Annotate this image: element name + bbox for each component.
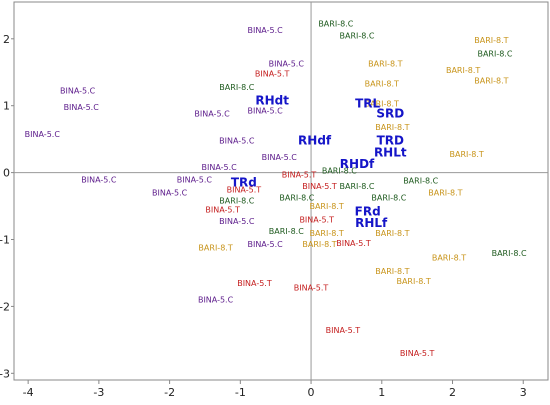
sample-label-bari-t: BARI-8.T [428,189,462,198]
sample-label-bari-c: BARI-8.C [477,50,512,59]
sample-label-bina-t: BINA-5.T [237,279,272,288]
sample-label-bina-c: BINA-5.C [269,60,305,69]
sample-label-bina-t: BINA-5.T [205,205,240,214]
sample-label-bari-c: BARI-8.C [371,193,406,202]
x-tick-label: 1 [378,386,385,399]
sample-label-bina-c: BINA-5.C [152,189,188,198]
sample-label-bari-t: BARI-8.T [474,76,508,85]
variable-label: FRd [355,204,381,218]
sample-label-bina-c: BINA-5.C [177,175,213,184]
variable-label: RHdt [255,93,289,107]
sample-label-bari-c: BARI-8.C [269,227,304,236]
y-tick-label: -1 [0,234,10,247]
sample-label-bina-t: BINA-5.T [302,182,337,191]
x-tick-label: 0 [308,386,315,399]
sample-label-bina-c: BINA-5.C [194,110,230,119]
sample-label-bari-t: BARI-8.T [365,100,399,109]
sample-label-bina-t: BINA-5.T [400,349,435,358]
sample-label-bari-c: BARI-8.C [492,249,527,258]
y-tick-label: 0 [3,167,10,180]
variable-label: RHLf [355,216,388,230]
y-tick-label: -2 [0,300,10,313]
sample-label-bina-t: BINA-5.T [326,326,361,335]
sample-label-bina-c: BINA-5.C [60,86,96,95]
y-tick-label: 1 [3,100,10,113]
sample-label-bari-t: BARI-8.T [446,66,480,75]
sample-label-bari-t: BARI-8.T [375,123,409,132]
sample-label-bari-c: BARI-8.C [322,167,357,176]
sample-label-bari-c: BARI-8.C [279,193,314,202]
y-axis-ticks: -3 -2 -1 0 1 2 [0,33,14,380]
data-labels: BINA-5.C BINA-5.C BINA-5.C BINA-5.C BINA-5.C… [25,19,527,358]
sample-label-bina-c: BINA-5.C [219,136,255,145]
sample-label-bari-t: BARI-8.T [375,267,409,276]
variable-label: TRL [355,97,380,111]
sample-label-bari-t: BARI-8.T [432,254,466,263]
x-tick-label: -1 [235,386,246,399]
sample-label-bina-t: BINA-5.T [294,284,329,293]
sample-label-bina-t: BINA-5.T [282,171,317,180]
x-tick-label: -3 [93,386,104,399]
variable-label: RHdf [298,133,332,147]
sample-label-bina-c: BINA-5.C [247,240,283,249]
sample-label-bari-t: BARI-8.T [302,240,336,249]
sample-label-bina-c: BINA-5.C [247,106,283,115]
variable-label: SRD [376,107,404,121]
plot-frame [13,1,549,381]
sample-label-bari-c: BARI-8.C [340,182,375,191]
sample-label-bari-c: BARI-8.C [219,197,254,206]
sample-label-bina-t: BINA-5.T [227,185,262,194]
y-tick-label: 2 [3,33,10,46]
x-tick-label: 2 [449,386,456,399]
sample-label-bina-c: BINA-5.C [247,26,283,35]
variable-label: RHDf [340,157,375,171]
sample-label-bari-c: BARI-8.C [340,31,375,40]
sample-label-bari-t: BARI-8.T [368,60,402,69]
variable-label: RHLt [374,146,407,160]
x-tick-label: -2 [164,386,175,399]
sample-label-bina-t: BINA-5.T [255,70,290,79]
y-tick-label: -3 [0,367,10,380]
x-axis-ticks: -4 -3 -2 -1 0 1 2 3 [23,380,527,399]
sample-label-bina-t: BINA-5.T [299,215,334,224]
sample-label-bina-c: BINA-5.C [201,163,237,172]
sample-label-bari-c: BARI-8.C [318,19,353,28]
sample-label-bari-t: BARI-8.T [450,150,484,159]
sample-label-bari-t: BARI-8.T [396,277,430,286]
sample-label-bina-c: BINA-5.C [262,153,298,162]
sample-label-bari-t: BARI-8.T [198,244,232,253]
sample-label-bari-t: BARI-8.T [365,80,399,89]
sample-label-bari-t: BARI-8.T [309,229,343,238]
x-tick-label: 3 [520,386,527,399]
sample-label-bari-c: BARI-8.C [219,83,254,92]
sample-label-bina-c: BINA-5.C [219,217,255,226]
sample-label-bari-c: BARI-8.C [403,177,438,186]
sample-label-bina-c: BINA-5.C [25,130,61,139]
sample-label-bina-t: BINA-5.T [336,239,371,248]
x-tick-label: -4 [23,386,34,399]
variable-label: TRd [231,176,257,190]
sample-label-bina-c: BINA-5.C [64,103,100,112]
sample-label-bari-t: BARI-8.T [474,36,508,45]
sample-label-bina-c: BINA-5.C [198,296,234,305]
sample-label-bari-t: BARI-8.T [375,229,409,238]
sample-label-bina-c: BINA-5.C [81,175,117,184]
sample-label-bari-t: BARI-8.T [309,202,343,211]
variable-label: TRD [377,133,404,147]
